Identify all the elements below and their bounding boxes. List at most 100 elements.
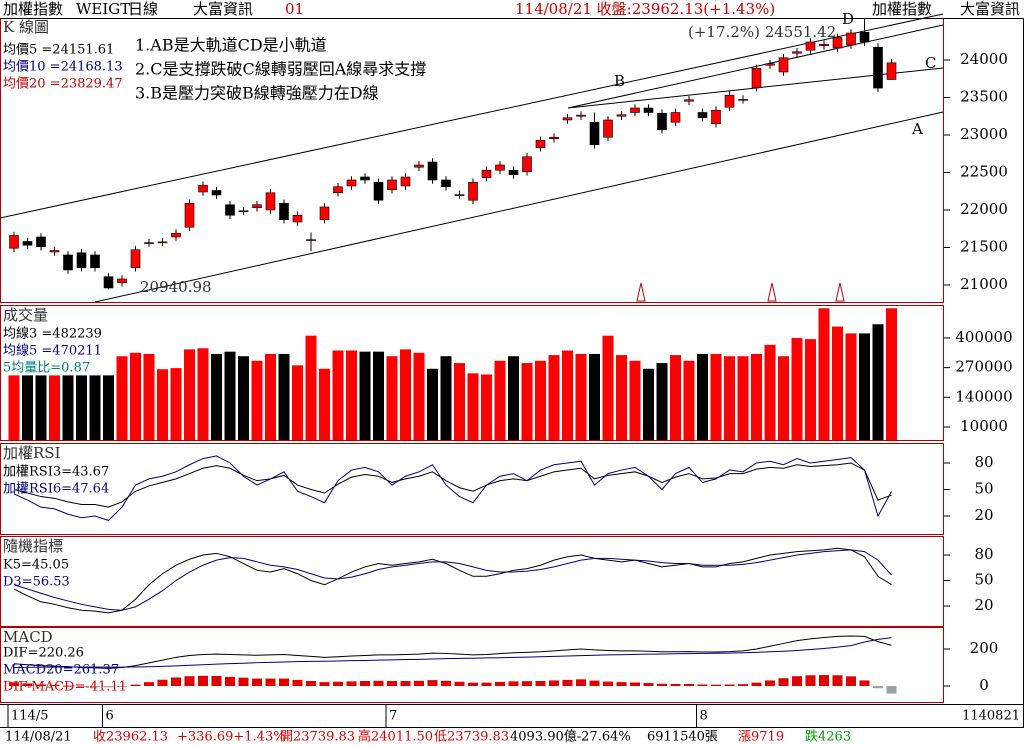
histogram-bar xyxy=(157,679,168,686)
candle-body xyxy=(670,112,681,123)
header-text: 日線 xyxy=(128,0,158,18)
volume-bar xyxy=(589,353,600,440)
volume-bar xyxy=(440,356,452,440)
status-text: 開23739.83 xyxy=(280,730,355,745)
status-text: 收23962.13 xyxy=(93,730,168,745)
candle-body xyxy=(481,169,492,179)
volume-bar xyxy=(184,349,195,440)
signal-triangle xyxy=(767,282,777,302)
histogram-bar xyxy=(144,682,154,686)
histogram-bar xyxy=(589,680,600,686)
y-tick-label: 21500 xyxy=(960,237,1008,255)
volume-bar xyxy=(832,326,843,440)
volume-bar xyxy=(872,324,884,440)
legend-entry: 加權RSI6=47.64 xyxy=(3,482,109,497)
volume-bar xyxy=(535,360,546,440)
volume-bar xyxy=(386,356,398,440)
histogram-bar xyxy=(468,682,478,686)
candle-body xyxy=(130,249,141,269)
candle-body xyxy=(711,109,721,125)
candle-body xyxy=(657,112,667,131)
histogram-bar xyxy=(576,679,586,686)
ma-label: 均線3 =482239 xyxy=(3,326,102,342)
histogram-bar xyxy=(90,685,100,687)
volume-bar xyxy=(791,337,803,440)
legend-entry: D3=56.53 xyxy=(3,575,70,590)
status-text: 漲9719 xyxy=(738,730,784,745)
header-text: 大富資訊 xyxy=(193,0,253,18)
candle-body xyxy=(252,204,262,209)
volume-bar xyxy=(859,333,870,440)
panel-title: 隨機指標 xyxy=(3,537,63,555)
histogram-bar xyxy=(778,678,789,686)
volume-bar xyxy=(845,333,857,440)
volume-bar xyxy=(751,353,762,440)
volume-bar xyxy=(427,368,438,440)
candle-body xyxy=(265,192,276,211)
panel-title: MACD xyxy=(3,628,53,646)
volume-bar xyxy=(886,308,897,440)
trend-line-a xyxy=(94,111,944,303)
histogram-bar xyxy=(562,679,573,686)
histogram-bar xyxy=(657,683,667,686)
candle-body xyxy=(549,136,559,140)
candle-body xyxy=(886,62,897,80)
volume-bar xyxy=(197,348,209,440)
volume-bar xyxy=(265,353,276,440)
histogram-bar xyxy=(859,680,870,686)
legend-entry: 加權RSI3=43.67 xyxy=(3,465,109,480)
y-tick-label: 21000 xyxy=(960,275,1008,293)
volume-bar xyxy=(508,356,519,440)
histogram-bar xyxy=(819,675,829,686)
histogram-bar xyxy=(873,685,883,689)
signal-triangle xyxy=(835,282,845,302)
macd-frame xyxy=(0,627,944,703)
ma-label: 均價5 =24151.61 xyxy=(3,43,114,58)
header-text: 01 xyxy=(285,0,304,18)
legend-entry: DIF-MACD=-41.11 xyxy=(3,680,127,695)
status-text: 高24011.50 xyxy=(358,729,433,745)
volume-bar xyxy=(683,360,695,440)
histogram-bar xyxy=(292,679,303,686)
volume-bar xyxy=(373,351,384,440)
histogram-bar xyxy=(508,681,519,686)
y-tick-label: 400000 xyxy=(955,328,1012,346)
volume-bar xyxy=(103,375,114,440)
axis-end-label: 1140821 xyxy=(962,709,1020,724)
candle-body xyxy=(63,254,73,271)
candle-body xyxy=(157,241,168,244)
volume-bar xyxy=(494,360,506,440)
candle-body xyxy=(697,112,708,119)
candle-body xyxy=(387,179,397,191)
annotation: 1.AB是大軌道CD是小軌道 xyxy=(135,36,327,55)
candle-body xyxy=(9,235,19,249)
candle-body xyxy=(441,179,451,188)
status-text: 低23739.83 xyxy=(434,730,509,745)
y-tick-label: 22500 xyxy=(960,162,1008,180)
status-text: 6911540張 xyxy=(647,730,718,745)
volume-bar xyxy=(805,339,816,440)
series-line xyxy=(13,635,892,669)
candle-body xyxy=(724,94,735,108)
candle-body xyxy=(792,51,802,54)
series-line xyxy=(13,547,892,614)
histogram-bar xyxy=(225,676,235,686)
y-tick-label: 270000 xyxy=(955,358,1012,376)
candle-body xyxy=(603,119,613,138)
volume-bar xyxy=(224,351,236,440)
volume-bar xyxy=(211,353,222,440)
candle-body xyxy=(306,239,316,241)
histogram-bar xyxy=(198,675,208,686)
histogram-bar xyxy=(670,683,681,686)
volume-bar xyxy=(575,353,587,440)
candle-body xyxy=(103,276,114,289)
candle-body xyxy=(427,161,438,181)
histogram-bar xyxy=(522,681,532,686)
panel-title: 成交量 xyxy=(3,306,48,324)
candle-body xyxy=(333,186,343,194)
candle-body xyxy=(576,114,586,117)
candle-body xyxy=(751,67,762,89)
histogram-bar xyxy=(724,684,735,686)
signal-markers xyxy=(636,282,845,302)
